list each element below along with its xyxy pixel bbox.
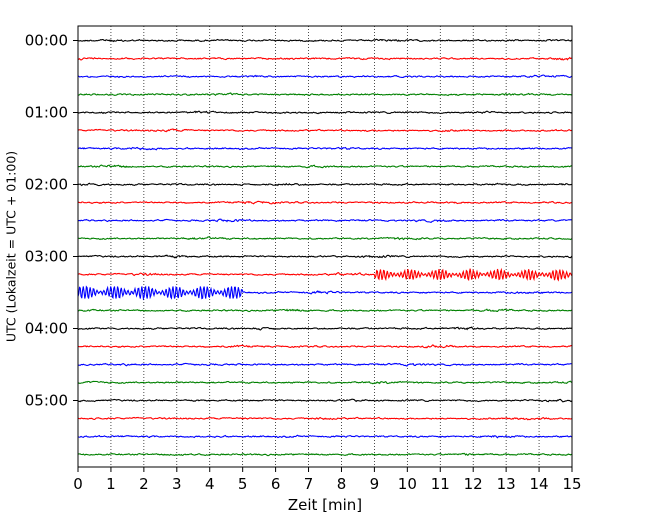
x-axis-label: Zeit [min] — [288, 496, 362, 514]
x-tick-label: 14 — [530, 475, 549, 493]
x-axis-ticks: 0 1 2 3 4 5 6 7 8 9 10 11 12 13 14 15 — [73, 467, 582, 493]
y-tick-label: 02:00 — [25, 176, 68, 194]
trace-0145 — [77, 164, 573, 169]
y-tick-label: 00:00 — [25, 32, 68, 50]
x-tick-label: 9 — [370, 475, 380, 493]
x-tick-label: 8 — [337, 475, 347, 493]
x-tick-label: 0 — [73, 475, 83, 493]
trace-0415 — [77, 344, 573, 349]
trace-0045 — [77, 92, 573, 97]
trace-0545 — [77, 452, 573, 457]
trace-0130 — [77, 146, 573, 151]
x-tick-label: 10 — [398, 475, 417, 493]
x-tick-label: 13 — [497, 475, 516, 493]
x-tick-label: 1 — [106, 475, 116, 493]
x-tick-label: 11 — [431, 475, 450, 493]
trace-0200 — [77, 182, 573, 187]
trace-0030 — [77, 74, 573, 79]
y-tick-label: 04:00 — [25, 320, 68, 338]
trace-0230 — [77, 218, 573, 223]
trace-0430 — [77, 362, 573, 367]
x-tick-label: 4 — [205, 475, 215, 493]
x-tick-label: 2 — [139, 475, 149, 493]
trace-0300 — [77, 254, 573, 259]
trace-0445 — [77, 380, 573, 385]
y-axis-ticks: 00:00 01:00 02:00 03:00 04:00 05:00 — [25, 32, 78, 410]
y-tick-label: 01:00 — [25, 104, 68, 122]
x-tick-label: 5 — [238, 475, 248, 493]
trace-0345 — [77, 308, 573, 313]
y-tick-label: 05:00 — [25, 392, 68, 410]
trace-0215 — [77, 200, 573, 205]
trace-0400 — [77, 326, 573, 331]
trace-0015 — [77, 56, 573, 61]
trace-0100 — [77, 110, 573, 115]
y-tick-label: 03:00 — [25, 248, 68, 266]
x-tick-label: 3 — [172, 475, 182, 493]
trace-0530 — [77, 434, 573, 439]
trace-0245 — [77, 236, 573, 241]
trace-0115 — [77, 128, 573, 133]
seismic-traces — [77, 38, 573, 457]
trace-0500 — [77, 398, 573, 403]
x-tick-label: 6 — [271, 475, 281, 493]
plot-frame — [77, 25, 573, 468]
trace-0315 — [77, 267, 573, 282]
trace-0515 — [77, 416, 573, 421]
trace-0330 — [77, 285, 573, 301]
y-axis-label: UTC (Lokalzeit = UTC + 01:00) — [4, 151, 19, 342]
trace-0000 — [77, 38, 573, 43]
x-tick-label: 12 — [464, 475, 483, 493]
x-tick-label: 15 — [562, 475, 581, 493]
x-tick-label: 7 — [304, 475, 314, 493]
